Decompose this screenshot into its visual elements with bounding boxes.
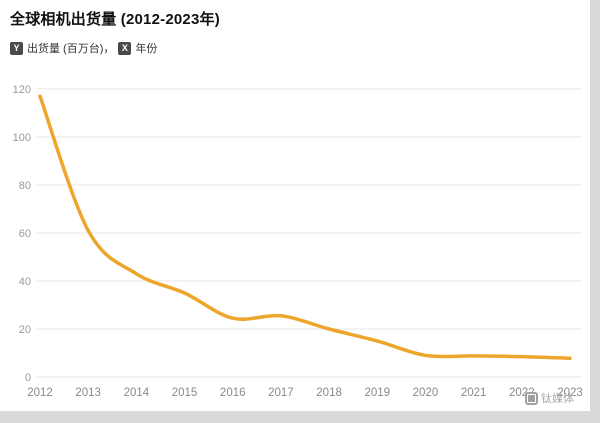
svg-text:2018: 2018 xyxy=(316,387,342,399)
chart-legend: Y 出货量 (百万台)， X 年份 xyxy=(10,40,157,56)
tmtpost-logo-icon xyxy=(525,391,538,405)
svg-text:40: 40 xyxy=(19,276,31,288)
svg-text:120: 120 xyxy=(13,84,31,96)
y-axis-badge-icon: Y xyxy=(10,41,23,55)
svg-text:60: 60 xyxy=(19,228,31,240)
watermark-label: 钛媒体 xyxy=(541,393,574,405)
svg-text:0: 0 xyxy=(25,372,31,384)
svg-text:2014: 2014 xyxy=(124,387,150,399)
svg-text:2015: 2015 xyxy=(172,387,198,399)
chart-title: 全球相机出货量 (2012-2023年) xyxy=(10,11,220,28)
svg-text:2017: 2017 xyxy=(268,387,294,399)
svg-text:2012: 2012 xyxy=(27,387,53,399)
chart-card: 全球相机出货量 (2012-2023年) Y 出货量 (百万台)， X 年份 0… xyxy=(0,0,590,411)
svg-text:2013: 2013 xyxy=(75,387,101,399)
svg-text:2021: 2021 xyxy=(461,387,487,399)
svg-text:2020: 2020 xyxy=(413,387,439,399)
svg-text:80: 80 xyxy=(19,180,31,192)
x-axis-label: 年份 xyxy=(135,43,158,55)
svg-text:2016: 2016 xyxy=(220,387,246,399)
watermark: 钛媒体 xyxy=(525,390,574,406)
svg-text:2023: 2023 xyxy=(557,387,583,399)
y-axis-label: 出货量 (百万台)， xyxy=(27,43,115,55)
svg-text:2019: 2019 xyxy=(364,387,390,399)
x-axis-badge-icon: X xyxy=(118,41,132,55)
svg-text:100: 100 xyxy=(13,132,31,144)
svg-text:20: 20 xyxy=(19,324,31,336)
